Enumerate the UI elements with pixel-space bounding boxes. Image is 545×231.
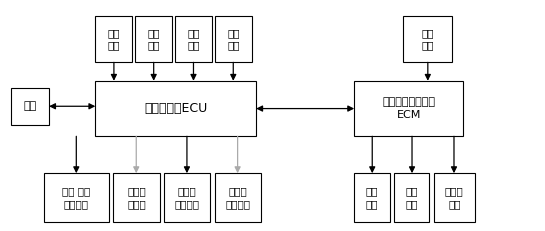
Text: 调速率
调节: 调速率 调节 (445, 186, 464, 209)
Text: 停车制
动信号: 停车制 动信号 (127, 186, 146, 209)
Text: 主泵比
例电磁阀: 主泵比 例电磁阀 (175, 186, 199, 209)
Bar (95, 81, 256, 136)
Text: 主泵
压力: 主泵 压力 (187, 28, 199, 51)
Text: 档位
信号: 档位 信号 (108, 28, 120, 51)
Bar (175, 16, 212, 62)
Text: 转速
信号: 转速 信号 (422, 28, 434, 51)
Bar (135, 16, 172, 62)
Bar (215, 16, 252, 62)
Text: 仪表: 仪表 (23, 101, 37, 111)
Bar (113, 173, 160, 222)
Text: 主机控制器ECU: 主机控制器ECU (144, 102, 208, 115)
Bar (164, 173, 210, 222)
Text: 马达比
例电磁阀: 马达比 例电磁阀 (226, 186, 250, 209)
Bar (354, 81, 463, 136)
Bar (394, 173, 429, 222)
Bar (434, 173, 475, 222)
Text: 作业 行驶
模式信号: 作业 行驶 模式信号 (62, 186, 90, 209)
Bar (403, 16, 452, 62)
Text: 发动机引擎控制器
ECM: 发动机引擎控制器 ECM (382, 97, 435, 120)
Text: 油门
调节: 油门 调节 (366, 186, 378, 209)
Bar (215, 173, 261, 222)
Text: 马达
压力: 马达 压力 (148, 28, 160, 51)
Bar (44, 173, 109, 222)
Text: 踏板
信号: 踏板 信号 (227, 28, 239, 51)
Bar (11, 88, 49, 125)
Bar (95, 16, 132, 62)
Bar (354, 173, 390, 222)
Text: 扭矩
调节: 扭矩 调节 (405, 186, 418, 209)
